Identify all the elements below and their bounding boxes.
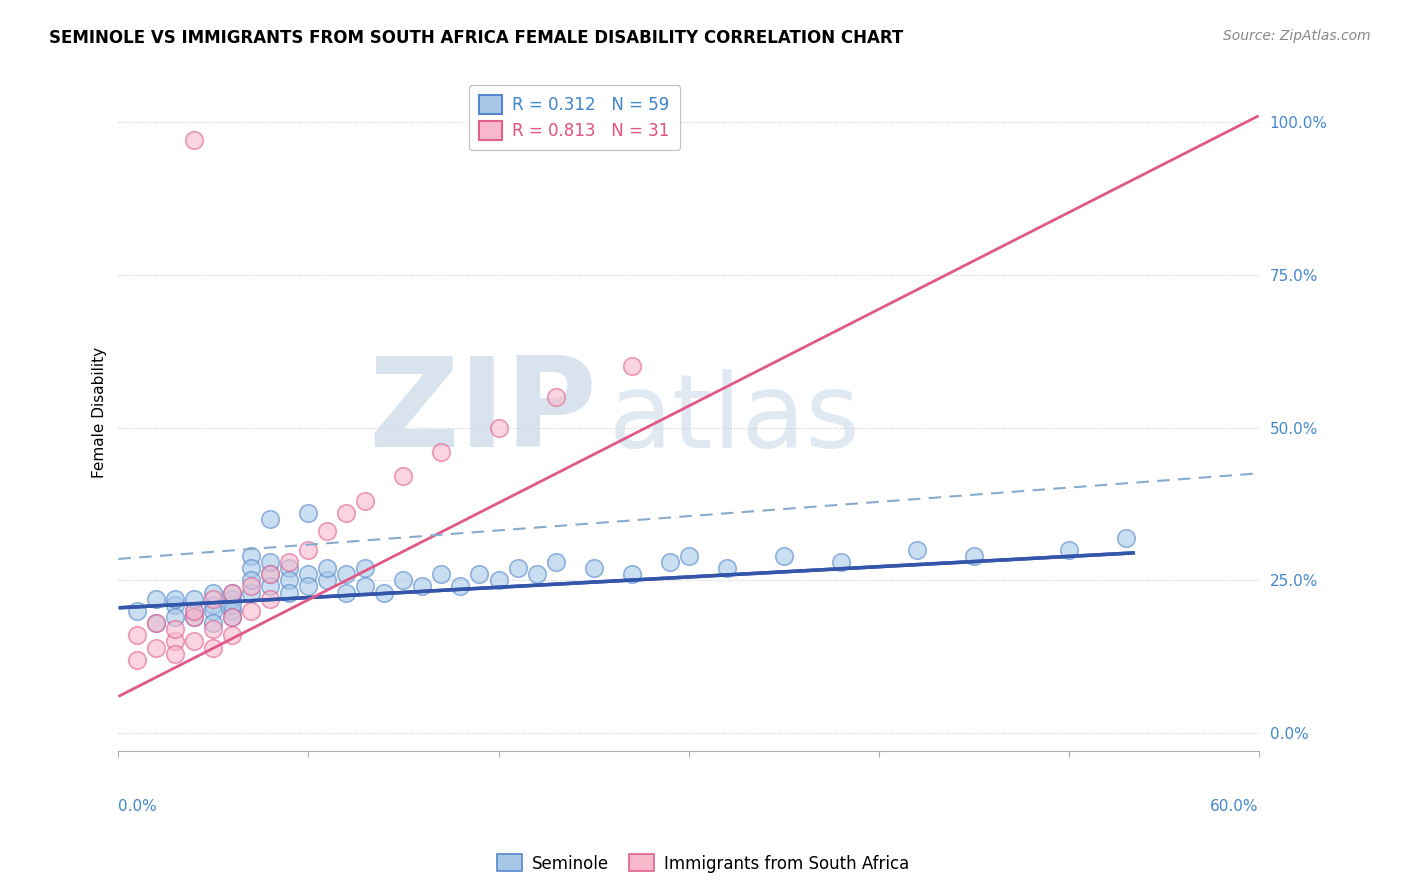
Point	[221, 628, 243, 642]
Point	[127, 653, 149, 667]
Point	[582, 561, 605, 575]
Point	[183, 133, 205, 147]
Point	[221, 585, 243, 599]
Point	[127, 604, 149, 618]
Legend: Seminole, Immigrants from South Africa: Seminole, Immigrants from South Africa	[491, 847, 915, 880]
Point	[278, 574, 301, 588]
Point	[183, 634, 205, 648]
Point	[202, 598, 225, 612]
Point	[202, 616, 225, 631]
Point	[259, 591, 281, 606]
Point	[202, 585, 225, 599]
Point	[221, 610, 243, 624]
Point	[620, 359, 643, 374]
Point	[297, 542, 319, 557]
Point	[183, 610, 205, 624]
Point	[202, 591, 225, 606]
Point	[278, 585, 301, 599]
Point	[772, 549, 794, 563]
Point	[905, 542, 928, 557]
Point	[297, 506, 319, 520]
Point	[316, 574, 339, 588]
Point	[165, 610, 187, 624]
Point	[373, 585, 395, 599]
Point	[145, 616, 167, 631]
Point	[259, 555, 281, 569]
Point	[335, 567, 357, 582]
Point	[830, 555, 852, 569]
Point	[202, 604, 225, 618]
Point	[165, 634, 187, 648]
Point	[962, 549, 984, 563]
Point	[658, 555, 681, 569]
Point	[392, 574, 415, 588]
Point	[392, 469, 415, 483]
Point	[165, 622, 187, 636]
Point	[221, 610, 243, 624]
Point	[183, 604, 205, 618]
Point	[221, 598, 243, 612]
Point	[430, 567, 453, 582]
Point	[411, 579, 433, 593]
Point	[297, 567, 319, 582]
Point	[259, 567, 281, 582]
Legend: R = 0.312   N = 59, R = 0.813   N = 31: R = 0.312 N = 59, R = 0.813 N = 31	[470, 85, 681, 150]
Point	[240, 579, 263, 593]
Point	[145, 591, 167, 606]
Point	[354, 579, 377, 593]
Text: 0.0%: 0.0%	[118, 799, 157, 814]
Point	[1057, 542, 1080, 557]
Point	[183, 610, 205, 624]
Point	[259, 567, 281, 582]
Point	[240, 585, 263, 599]
Point	[506, 561, 529, 575]
Point	[488, 420, 510, 434]
Point	[165, 647, 187, 661]
Point	[544, 555, 567, 569]
Point	[240, 604, 263, 618]
Point	[716, 561, 738, 575]
Text: atlas: atlas	[609, 368, 860, 469]
Point	[316, 524, 339, 539]
Point	[430, 445, 453, 459]
Text: 60.0%: 60.0%	[1211, 799, 1258, 814]
Point	[488, 574, 510, 588]
Point	[316, 561, 339, 575]
Point	[678, 549, 700, 563]
Point	[240, 561, 263, 575]
Point	[202, 622, 225, 636]
Text: SEMINOLE VS IMMIGRANTS FROM SOUTH AFRICA FEMALE DISABILITY CORRELATION CHART: SEMINOLE VS IMMIGRANTS FROM SOUTH AFRICA…	[49, 29, 904, 46]
Point	[450, 579, 472, 593]
Point	[259, 579, 281, 593]
Point	[278, 555, 301, 569]
Text: Source: ZipAtlas.com: Source: ZipAtlas.com	[1223, 29, 1371, 43]
Point	[354, 561, 377, 575]
Point	[240, 574, 263, 588]
Point	[278, 561, 301, 575]
Point	[297, 579, 319, 593]
Point	[165, 598, 187, 612]
Point	[183, 604, 205, 618]
Point	[620, 567, 643, 582]
Point	[127, 628, 149, 642]
Text: ZIP: ZIP	[368, 351, 598, 473]
Point	[202, 640, 225, 655]
Y-axis label: Female Disability: Female Disability	[93, 347, 107, 478]
Point	[183, 591, 205, 606]
Point	[335, 585, 357, 599]
Point	[354, 494, 377, 508]
Point	[335, 506, 357, 520]
Point	[544, 390, 567, 404]
Point	[165, 591, 187, 606]
Point	[526, 567, 548, 582]
Point	[240, 549, 263, 563]
Point	[1115, 531, 1137, 545]
Point	[145, 616, 167, 631]
Point	[221, 604, 243, 618]
Point	[221, 591, 243, 606]
Point	[259, 512, 281, 526]
Point	[468, 567, 491, 582]
Point	[221, 585, 243, 599]
Point	[145, 640, 167, 655]
